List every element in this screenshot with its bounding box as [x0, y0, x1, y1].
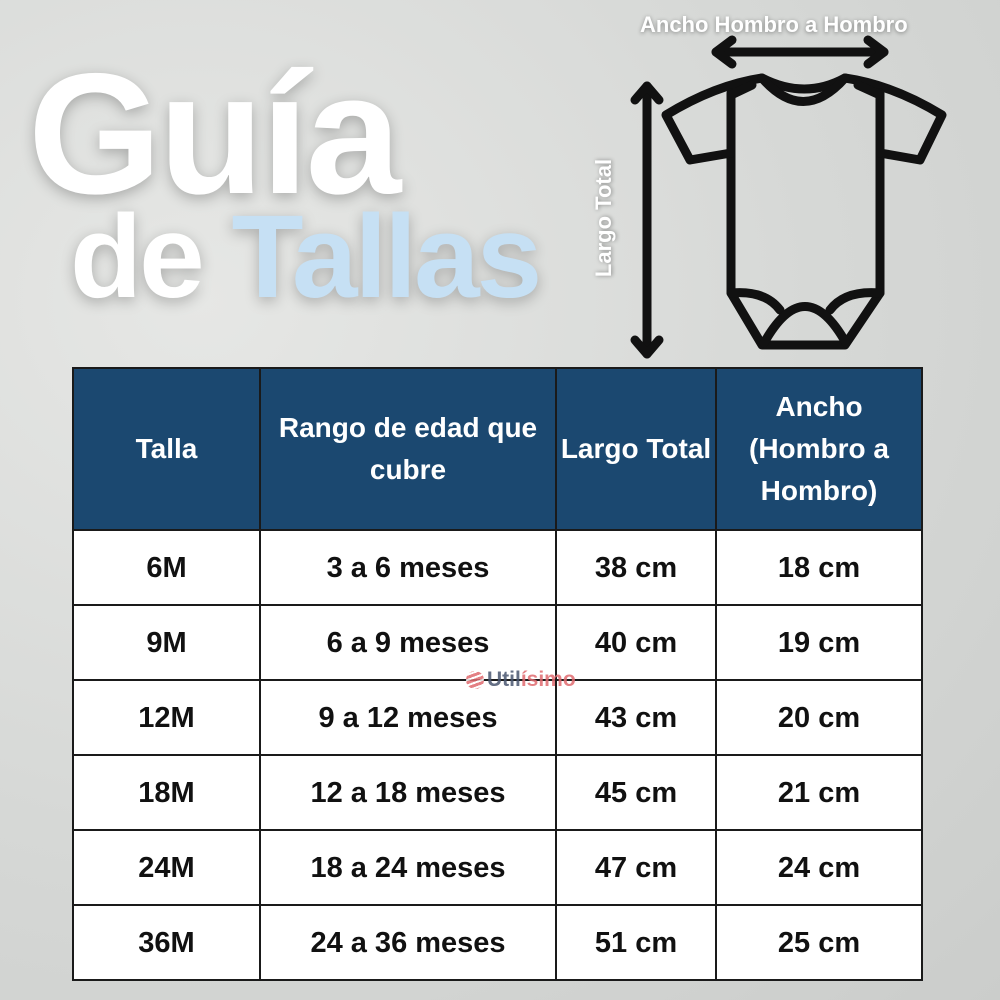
title-de: de — [70, 191, 205, 323]
table-row: 36M 24 a 36 meses 51 cm 25 cm — [72, 904, 923, 981]
cell-ancho: 18 cm — [715, 529, 923, 606]
cell-talla: 9M — [72, 604, 261, 681]
table-row: 12M 9 a 12 meses 43 cm 20 cm — [72, 679, 923, 756]
cell-ancho: 21 cm — [715, 754, 923, 831]
baby-onesie-icon — [661, 73, 947, 350]
cell-largo: 40 cm — [555, 604, 717, 681]
onesie-diagram — [630, 35, 947, 359]
cell-talla: 24M — [72, 829, 261, 906]
cell-rango: 12 a 18 meses — [259, 754, 557, 831]
cell-rango: 9 a 12 meses — [259, 679, 557, 756]
cell-largo: 45 cm — [555, 754, 717, 831]
size-table: Talla Rango de edad que cubre Largo Tota… — [72, 367, 923, 981]
cell-rango: 24 a 36 meses — [259, 904, 557, 981]
watermark-logo: Util ísimo — [466, 669, 576, 691]
watermark-part2: ísimo — [520, 668, 576, 691]
cell-ancho: 25 cm — [715, 904, 923, 981]
title-guia: Guía — [28, 38, 401, 230]
cell-ancho: 19 cm — [715, 604, 923, 681]
width-label: Ancho Hombro a Hombro — [640, 12, 908, 37]
cell-talla: 6M — [72, 529, 261, 606]
cell-ancho: 20 cm — [715, 679, 923, 756]
cell-largo: 47 cm — [555, 829, 717, 906]
cell-rango: 6 a 9 meses — [259, 604, 557, 681]
globe-icon — [466, 671, 484, 689]
cell-rango: 3 a 6 meses — [259, 529, 557, 606]
table-row: 6M 3 a 6 meses 38 cm 18 cm — [72, 529, 923, 606]
header-ancho: Ancho (Hombro a Hombro) — [715, 367, 923, 531]
header-talla: Talla — [72, 367, 261, 531]
cell-rango: 18 a 24 meses — [259, 829, 557, 906]
cell-largo: 51 cm — [555, 904, 717, 981]
table-header-row: Talla Rango de edad que cubre Largo Tota… — [72, 367, 923, 531]
cell-talla: 18M — [72, 754, 261, 831]
header-largo: Largo Total — [555, 367, 717, 531]
cell-talla: 36M — [72, 904, 261, 981]
cell-ancho: 24 cm — [715, 829, 923, 906]
table-row: 18M 12 a 18 meses 45 cm 21 cm — [72, 754, 923, 831]
cell-talla: 12M — [72, 679, 261, 756]
cell-largo: 38 cm — [555, 529, 717, 606]
cell-largo: 43 cm — [555, 679, 717, 756]
table-row: 9M 6 a 9 meses 40 cm 19 cm — [72, 604, 923, 681]
watermark-part1: Util — [487, 668, 521, 691]
header-rango: Rango de edad que cubre — [259, 367, 557, 531]
title-de-tallas: de Tallas — [70, 198, 542, 316]
width-arrow-icon — [711, 35, 889, 69]
title-tallas: Tallas — [231, 191, 543, 323]
length-arrow-icon — [630, 81, 664, 359]
table-row: 24M 18 a 24 meses 47 cm 24 cm — [72, 829, 923, 906]
